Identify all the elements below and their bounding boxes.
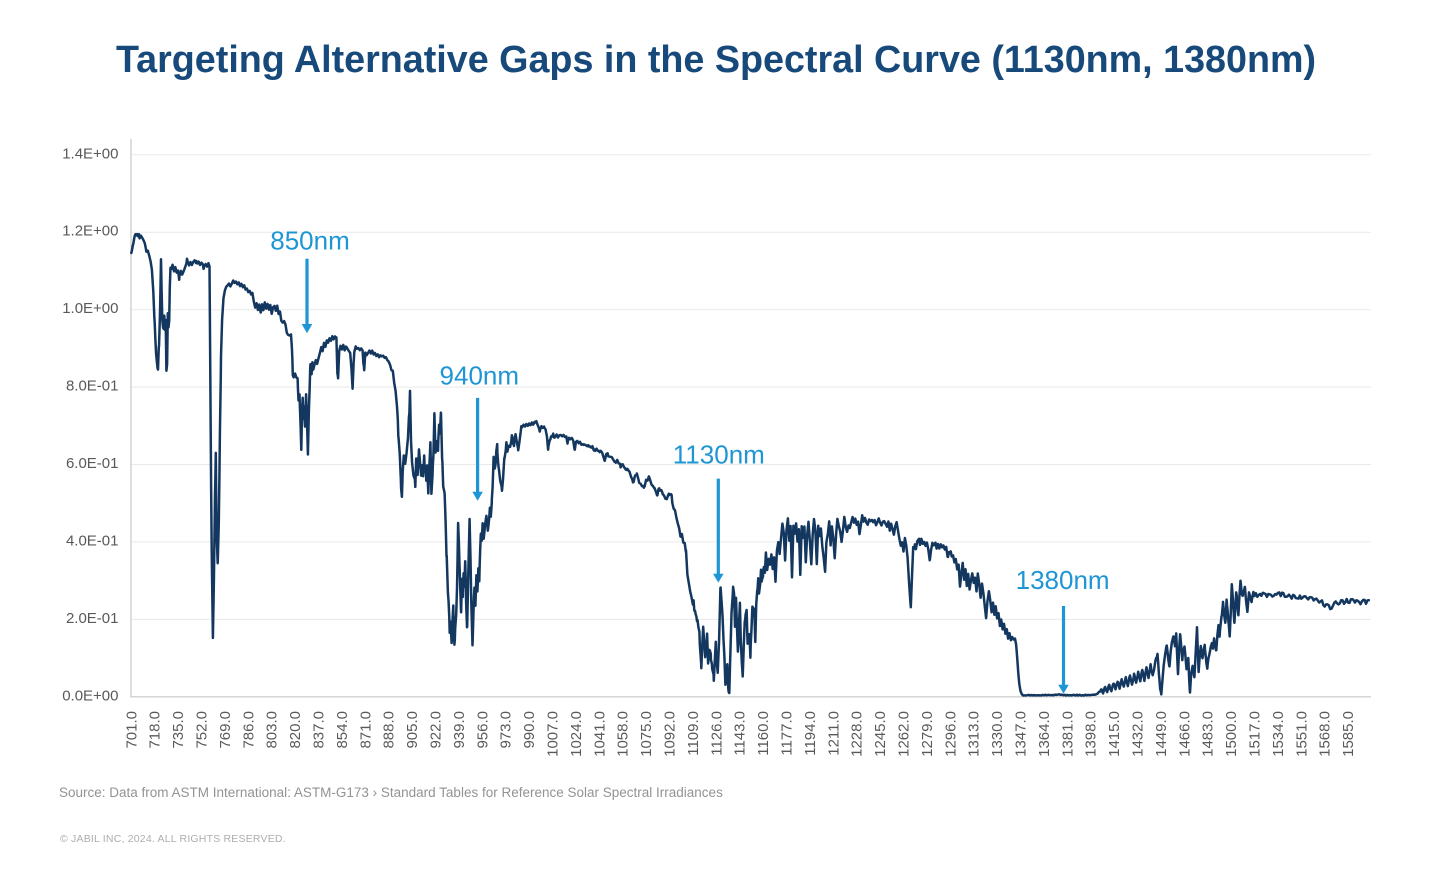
svg-text:Source: Data from ASTM Interna: Source: Data from ASTM International: AS… [59, 785, 723, 800]
svg-text:4.0E-01: 4.0E-01 [66, 532, 119, 549]
svg-text:871.0: 871.0 [357, 711, 374, 749]
svg-text:1.2E+00: 1.2E+00 [62, 223, 118, 240]
svg-text:1058.0: 1058.0 [615, 711, 632, 757]
svg-text:1.4E+00: 1.4E+00 [62, 145, 118, 162]
svg-text:1551.0: 1551.0 [1293, 711, 1310, 757]
svg-text:1245.0: 1245.0 [872, 711, 889, 757]
svg-text:8.0E-01: 8.0E-01 [66, 378, 119, 395]
svg-text:1160.0: 1160.0 [755, 711, 772, 756]
svg-text:1347.0: 1347.0 [1013, 711, 1030, 757]
svg-text:1126.0: 1126.0 [708, 711, 725, 756]
svg-text:1381.0: 1381.0 [1059, 711, 1076, 757]
svg-text:1380nm: 1380nm [1016, 565, 1110, 595]
svg-text:0.0E+00: 0.0E+00 [62, 687, 118, 704]
svg-text:1449.0: 1449.0 [1153, 711, 1170, 757]
svg-text:1517.0: 1517.0 [1247, 711, 1264, 757]
svg-text:1143.0: 1143.0 [732, 711, 749, 756]
svg-text:1177.0: 1177.0 [779, 711, 796, 756]
svg-text:820.0: 820.0 [287, 711, 304, 749]
svg-text:1415.0: 1415.0 [1106, 711, 1123, 757]
svg-text:990.0: 990.0 [521, 711, 538, 749]
svg-text:956.0: 956.0 [474, 711, 491, 749]
svg-text:1500.0: 1500.0 [1223, 711, 1240, 757]
svg-text:1211.0: 1211.0 [825, 711, 842, 756]
svg-text:973.0: 973.0 [498, 711, 515, 749]
svg-text:1075.0: 1075.0 [638, 711, 655, 757]
svg-text:1330.0: 1330.0 [989, 711, 1006, 757]
svg-text:1024.0: 1024.0 [568, 711, 585, 757]
svg-text:1568.0: 1568.0 [1317, 711, 1334, 757]
svg-text:701.0: 701.0 [123, 711, 140, 749]
svg-text:905.0: 905.0 [404, 711, 421, 749]
svg-text:888.0: 888.0 [381, 711, 398, 749]
svg-text:837.0: 837.0 [311, 711, 328, 749]
svg-text:1130nm: 1130nm [673, 440, 765, 470]
svg-text:718.0: 718.0 [147, 711, 164, 749]
svg-text:1194.0: 1194.0 [802, 711, 819, 756]
svg-text:803.0: 803.0 [264, 711, 281, 749]
svg-text:1534.0: 1534.0 [1270, 711, 1287, 757]
svg-text:2.0E-01: 2.0E-01 [66, 610, 119, 627]
svg-text:1109.0: 1109.0 [685, 711, 702, 756]
svg-text:1313.0: 1313.0 [966, 711, 983, 757]
svg-text:© JABIL INC, 2024. ALL RIGHTS: © JABIL INC, 2024. ALL RIGHTS RESERVED. [60, 833, 286, 845]
svg-text:854.0: 854.0 [334, 711, 351, 749]
svg-text:1279.0: 1279.0 [919, 711, 936, 757]
svg-text:Targeting Alternative Gaps in: Targeting Alternative Gaps in the Spectr… [116, 38, 1316, 80]
svg-text:6.0E-01: 6.0E-01 [66, 455, 119, 472]
svg-text:1228.0: 1228.0 [849, 711, 866, 757]
svg-text:769.0: 769.0 [217, 711, 234, 749]
svg-text:1466.0: 1466.0 [1176, 711, 1193, 757]
svg-text:939.0: 939.0 [451, 711, 468, 749]
svg-text:1483.0: 1483.0 [1200, 711, 1217, 757]
svg-text:850nm: 850nm [270, 226, 350, 256]
svg-text:1432.0: 1432.0 [1130, 711, 1147, 757]
svg-text:1041.0: 1041.0 [591, 711, 608, 757]
svg-text:1585.0: 1585.0 [1340, 711, 1357, 757]
svg-text:786.0: 786.0 [240, 711, 257, 749]
svg-text:1092.0: 1092.0 [662, 711, 679, 757]
svg-text:922.0: 922.0 [428, 711, 445, 749]
svg-text:1007.0: 1007.0 [545, 711, 562, 757]
svg-text:940nm: 940nm [440, 360, 520, 390]
svg-text:1296.0: 1296.0 [942, 711, 959, 757]
svg-text:735.0: 735.0 [170, 711, 187, 749]
svg-text:752.0: 752.0 [194, 711, 211, 749]
svg-text:1364.0: 1364.0 [1036, 711, 1053, 757]
svg-text:1262.0: 1262.0 [896, 711, 913, 757]
svg-text:1.0E+00: 1.0E+00 [62, 300, 118, 317]
svg-text:1398.0: 1398.0 [1083, 711, 1100, 757]
